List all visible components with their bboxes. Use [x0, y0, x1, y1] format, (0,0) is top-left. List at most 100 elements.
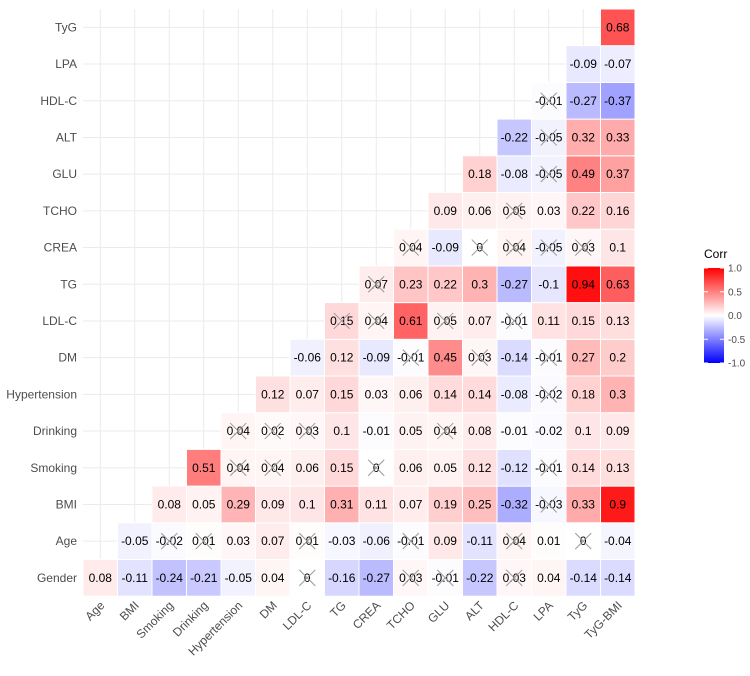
cell-value-label: 0.45: [434, 351, 458, 365]
heatmap-cell: [151, 485, 187, 524]
insignificant-cross-mark: [505, 312, 523, 330]
legend-colorbar: [704, 268, 724, 363]
heatmap-cell: [600, 265, 636, 304]
heatmap-cell: [496, 118, 532, 157]
cell-value-label: -0.27: [570, 94, 598, 108]
x-tick-label: GLU: [425, 598, 452, 625]
insignificant-cross-mark: [195, 532, 213, 550]
cell-value-label: 0.09: [434, 204, 458, 218]
cell-value-label: 0.1: [575, 424, 592, 438]
x-tick-label: TCHO: [384, 598, 418, 632]
heatmap-cell: [427, 338, 463, 377]
cell-value-label: 0.12: [330, 351, 354, 365]
heatmap-cell: [600, 522, 636, 560]
cell-value-label: 0.25: [468, 497, 492, 511]
cell-value-label: -0.11: [122, 571, 149, 585]
cell-value-label: 0.14: [572, 461, 596, 475]
heatmap-cell: [565, 412, 601, 450]
cell-value-label: -0.24: [156, 571, 184, 585]
heatmap-cell: [600, 228, 636, 267]
heatmap-cell: [117, 559, 153, 597]
cell-value-label: 0.13: [606, 314, 630, 328]
cell-value-label: 0.15: [572, 314, 596, 328]
cell-value-label: 0.1: [333, 424, 350, 438]
cell-value-label: 0.9: [609, 497, 626, 511]
cell-value-label: -0.05: [121, 534, 149, 548]
y-tick-label: Smoking: [30, 461, 77, 475]
cell-value-label: -0.08: [501, 387, 529, 401]
y-tick-label: Age: [56, 534, 78, 548]
cell-value-label: 0.18: [572, 387, 596, 401]
heatmap-cell: [255, 522, 291, 560]
heatmap-cell: [289, 375, 325, 414]
insignificant-cross-mark: [402, 532, 420, 550]
cell-value-label: 0.12: [468, 461, 492, 475]
heatmap-cell: [393, 302, 429, 340]
insignificant-cross-mark: [540, 129, 558, 146]
legend-tick-label: 0.5: [728, 287, 742, 298]
heatmap-cell: [531, 559, 567, 597]
heatmap-cell: [462, 302, 498, 340]
x-tick-label: TyG-BMI: [581, 598, 624, 641]
x-tick-label: LPA: [531, 598, 556, 623]
cell-value-label: 0.11: [538, 314, 561, 328]
heatmap-cell: [358, 338, 394, 377]
cell-value-label: 0.05: [399, 424, 423, 438]
cell-value-label: -0.06: [294, 351, 322, 365]
legend-tick-label: -1.0: [728, 359, 746, 370]
insignificant-cross-mark: [540, 92, 558, 110]
heatmap-cell: [565, 375, 601, 414]
x-tick-label: DM: [257, 598, 280, 621]
cell-value-label: -0.01: [501, 424, 529, 438]
cell-value-label: 0.07: [399, 497, 423, 511]
heatmap-cell: [600, 448, 636, 487]
cell-value-label: -0.37: [604, 94, 632, 108]
insignificant-cross-mark: [298, 569, 316, 587]
cell-value-label: 0.12: [261, 387, 285, 401]
heatmap-cell: [600, 155, 636, 194]
heatmap-cell: [393, 265, 429, 304]
heatmap-cell: [565, 45, 601, 83]
x-tick-label: Age: [82, 598, 107, 623]
insignificant-cross-mark: [367, 312, 385, 330]
cell-value-label: 0.49: [572, 167, 596, 181]
cell-value-label: -0.09: [570, 57, 598, 71]
cell-value-label: -0.22: [466, 571, 494, 585]
cell-value-label: 0.04: [537, 571, 561, 585]
cell-value-label: 0.37: [606, 167, 630, 181]
heatmap-cell: [531, 522, 567, 560]
cell-value-label: 0.33: [606, 130, 630, 144]
cell-value-label: 0.03: [365, 387, 389, 401]
insignificant-cross-mark: [505, 569, 523, 587]
cell-value-label: -0.21: [190, 571, 218, 585]
insignificant-cross-mark: [333, 312, 351, 330]
cell-value-label: 0.08: [89, 571, 113, 585]
cell-value-label: -0.1: [538, 277, 559, 291]
cell-value-label: 0.22: [434, 277, 458, 291]
cell-value-label: -0.03: [328, 534, 356, 548]
heatmap-cell: [600, 8, 636, 47]
insignificant-cross-mark: [264, 422, 282, 440]
insignificant-cross-mark: [471, 349, 489, 367]
cell-value-label: 0.33: [572, 497, 596, 511]
y-tick-label: GLU: [52, 167, 77, 181]
cell-value-label: 0.09: [261, 497, 285, 511]
cell-value-label: -0.04: [604, 534, 632, 548]
y-tick-label: TCHO: [43, 204, 77, 218]
cell-value-label: 0.04: [261, 571, 285, 585]
x-tick-label: Smoking: [133, 598, 176, 641]
heatmap-cell: [600, 302, 636, 340]
cell-value-label: -0.05: [225, 571, 253, 585]
cell-value-label: 0.08: [468, 424, 492, 438]
heatmap-cell: [393, 375, 429, 414]
cell-value-label: -0.09: [363, 351, 391, 365]
insignificant-cross-mark: [367, 459, 385, 477]
cell-value-label: -0.08: [501, 167, 529, 181]
heatmap-cell: [462, 559, 498, 597]
cell-value-label: 0.09: [606, 424, 630, 438]
y-tick-label: TyG: [55, 20, 77, 34]
insignificant-cross-mark: [298, 422, 316, 440]
cell-value-label: -0.14: [501, 351, 529, 365]
insignificant-cross-mark: [436, 422, 454, 440]
cell-value-label: -0.14: [604, 571, 632, 585]
